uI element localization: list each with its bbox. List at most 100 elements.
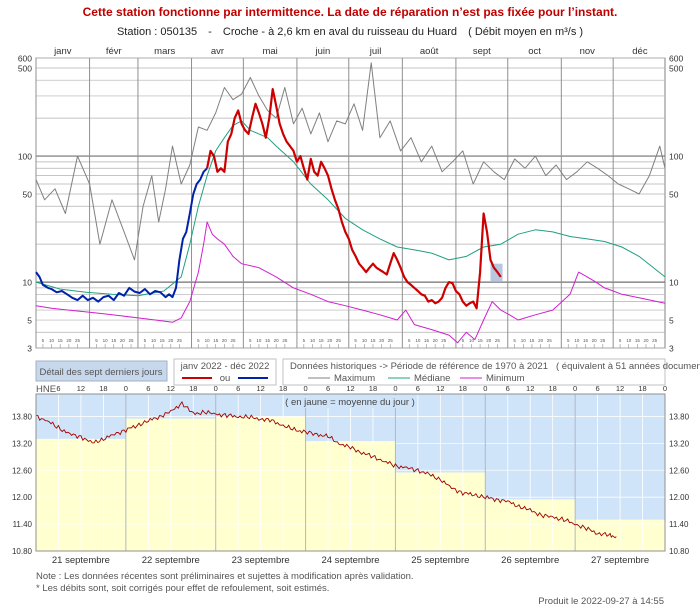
day-tick-label: 25 (388, 338, 394, 343)
day-tick-label: 15 (635, 338, 641, 343)
day-tick-label: 5 (462, 338, 465, 343)
day-tick-label: 20 (120, 338, 126, 343)
month-label: juil (369, 46, 382, 57)
day-tick-label: 5 (95, 338, 98, 343)
hour-tick-label: 0 (663, 384, 667, 393)
y-tick-label: 600 (18, 54, 32, 64)
day-tick-label: 20 (643, 338, 649, 343)
day-tick-label: 10 (626, 338, 632, 343)
day-tick-label: 20 (274, 338, 280, 343)
weekly-y-tick-label: 13.80 (669, 412, 690, 421)
detail-button[interactable] (35, 360, 168, 382)
month-label: mars (154, 46, 175, 57)
weekly-series (35, 400, 617, 539)
y-tick-label: 600 (669, 54, 683, 64)
period-legend-box (173, 358, 277, 386)
month-label: janv (53, 46, 72, 57)
annual-plot-frame (35, 57, 666, 349)
weekly-y-tick-label: 12.60 (669, 466, 690, 475)
day-tick-label: 15 (265, 338, 271, 343)
hour-tick-labels: 6 12 18 0 6 12 18 0 6 12 18 0 6 12 18 0 6 12 18 0 6 12 18 0 6 12 1… (56, 384, 667, 393)
day-tick-label: 25 (129, 338, 135, 343)
weekly-y-tick-label: 12.00 (12, 493, 33, 502)
day-tick-label: 15 (111, 338, 117, 343)
hour-tick-label: 12 (436, 384, 444, 393)
month-label: août (420, 46, 439, 57)
weekly-y-tick-label: 13.80 (12, 412, 33, 421)
weekly-y-labels-right: 10.80 11.40 12.00 12.60 13.20 13.80 (669, 412, 690, 556)
legend-row: Détail des sept derniers jours janv 2022… (35, 358, 700, 386)
day-label: 27 septembre (591, 555, 649, 566)
detail-button-label[interactable]: Détail des sept derniers jours (39, 367, 162, 378)
day-tick-label: 5 (354, 338, 357, 343)
day-label: 21 septembre (52, 555, 110, 566)
day-tick-label: 20 (486, 338, 492, 343)
day-tick-label: 20 (433, 338, 439, 343)
hour-tick-label: 12 (167, 384, 175, 393)
day-tick-label: 5 (408, 338, 411, 343)
historical-label: Données historiques -> Période de référe… (290, 361, 548, 372)
day-tick-label: 20 (327, 338, 333, 343)
hour-tick-label: 6 (416, 384, 420, 393)
weekly-y-tick-label: 13.20 (12, 439, 33, 448)
day-tick-label: 25 (336, 338, 342, 343)
hour-tick-label: 18 (459, 384, 467, 393)
day-tick-label: 25 (441, 338, 447, 343)
hour-tick-label: 18 (549, 384, 557, 393)
day-tick-label: 5 (144, 338, 147, 343)
period-label: janv 2022 - déc 2022 (180, 361, 270, 372)
day-tick-label: 15 (319, 338, 325, 343)
weekly-plot-frame (35, 393, 666, 552)
footer-note-1: Note : Les données récentes sont prélimi… (36, 571, 414, 582)
hour-tick-label: 6 (326, 384, 330, 393)
weekly-flow-line (35, 400, 617, 539)
day-tick-label: 10 (362, 338, 368, 343)
yellow-note-bg (287, 395, 413, 408)
day-tick-label: 10 (205, 338, 211, 343)
day-tick-label: 20 (538, 338, 544, 343)
month-labels: janv févr mars avr mai juin juil août sept oct nov… (53, 46, 648, 57)
month-label: mai (262, 46, 277, 57)
day-tick-labels: 5 10 15 20 25 5 10 15 20 25 5 10 15 20 25 5 10 15 20 25 5 10 1… (42, 338, 658, 343)
day-labels: 21 septembre 22 septembre 23 septembre 24 s… (52, 555, 649, 566)
month-label: févr (106, 46, 122, 57)
hour-tick-label: 18 (189, 384, 197, 393)
day-tick-label: 5 (197, 338, 200, 343)
weekly-y-tick-label: 10.80 (12, 547, 33, 556)
day-tick-label: 25 (177, 338, 183, 343)
month-label: avr (211, 46, 224, 57)
weekly-y-tick-label: 12.00 (669, 493, 690, 502)
y-tick-label: 50 (23, 190, 33, 200)
hour-tick-label: 0 (573, 384, 577, 393)
day-tick-label: 5 (249, 338, 252, 343)
hour-tick-label: 12 (256, 384, 264, 393)
current-blue-series-line (35, 167, 208, 303)
y-tick-label: 10 (23, 278, 33, 288)
day-tick-label: 20 (168, 338, 174, 343)
day-tick-label: 5 (42, 338, 45, 343)
weekly-y-tick-label: 10.80 (669, 547, 690, 556)
day-tick-label: 25 (282, 338, 288, 343)
legend-median-label: Médiane (414, 373, 450, 384)
y-tick-label: 10 (669, 278, 679, 288)
intermittence-warning: Cette station fonctionne par intermitten… (82, 5, 618, 19)
day-tick-label: 20 (66, 338, 72, 343)
month-label: oct (528, 46, 541, 57)
ou-label: ou (220, 373, 231, 384)
legend-minimum-label: Minimum (486, 373, 525, 384)
month-label: juin (314, 46, 330, 57)
hour-tick-label: 0 (303, 384, 307, 393)
weekly-y-labels-left: 10.80 11.40 12.00 12.60 13.20 13.80 (12, 412, 33, 556)
y-tick-label: 50 (669, 190, 679, 200)
hour-tick-label: 18 (279, 384, 287, 393)
station-id: Station : 050135 (116, 26, 198, 38)
hour-tick-label: 18 (99, 384, 107, 393)
hour-tick-label: 0 (214, 384, 218, 393)
hour-tick-label: 6 (146, 384, 150, 393)
subtitle-separator: - (208, 26, 212, 38)
day-tick-label: 10 (103, 338, 109, 343)
month-label: nov (580, 46, 596, 57)
y-tick-label: 100 (669, 152, 683, 162)
weekly-y-tick-label: 13.20 (669, 439, 690, 448)
